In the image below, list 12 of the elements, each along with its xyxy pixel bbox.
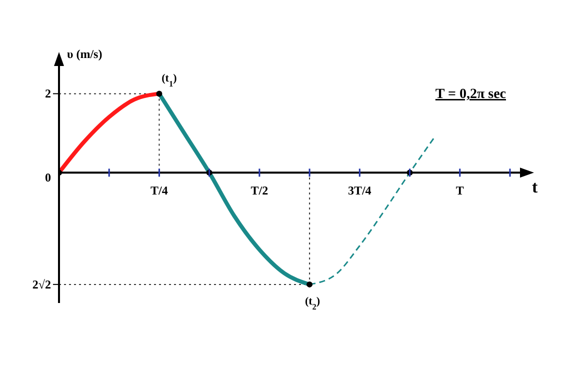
x-tick-label: T/2 (250, 184, 268, 198)
y-axis-title: υ (m/s) (67, 47, 102, 61)
y-tick-label: 0 (45, 170, 51, 185)
x-tick-label: 3T/4 (348, 184, 372, 198)
y-tick-label: 2 (45, 86, 51, 101)
y-tick-label: 2√2 (32, 277, 51, 292)
annotation: (t$_{1}$) (162, 72, 178, 88)
annotation: T = 0,2π sec (435, 87, 506, 102)
x-tick-label: T (456, 184, 464, 198)
x-tick-label: T/4 (150, 184, 168, 198)
annotation: (t$_{2}$) (304, 295, 320, 311)
x-axis-title: t (532, 178, 538, 197)
